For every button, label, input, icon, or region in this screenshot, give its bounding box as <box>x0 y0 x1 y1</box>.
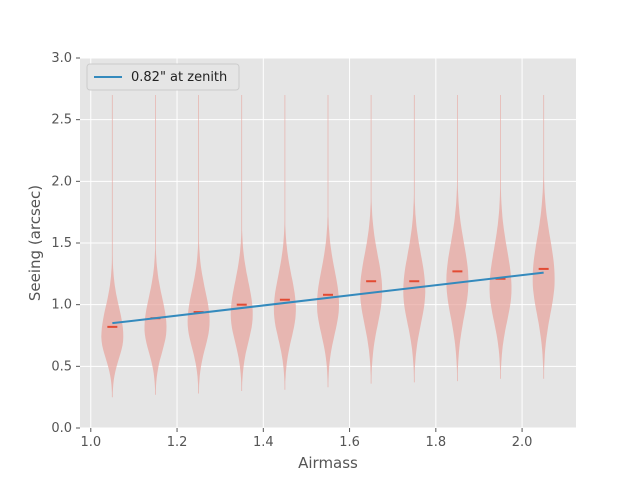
fit-line <box>112 271 544 325</box>
violin-body <box>532 95 555 379</box>
fit-series <box>112 271 544 325</box>
y-tick-label: 1.5 <box>51 236 72 251</box>
x-tick-label: 1.2 <box>167 435 188 450</box>
violin-body <box>403 95 426 383</box>
legend: 0.82" at zenith <box>86 63 240 91</box>
violin-series <box>101 95 555 398</box>
violin-body <box>273 95 296 390</box>
x-tick-label: 1.8 <box>425 435 446 450</box>
x-tick-label: 2.0 <box>512 435 533 450</box>
violin-body <box>187 95 210 394</box>
violin-body <box>489 95 512 379</box>
legend-box <box>86 63 240 91</box>
x-tick-label: 1.0 <box>80 435 101 450</box>
x-axis-ticks: 1.0 1.2 1.4 1.6 1.8 2.0 <box>80 428 532 450</box>
y-tick-label: 3.0 <box>51 51 72 66</box>
y-axis-label: Seeing (arcsec) <box>26 185 44 301</box>
y-tick-label: 0.0 <box>51 421 72 436</box>
y-tick-label: 2.0 <box>51 174 72 189</box>
violin-body <box>144 95 167 395</box>
x-tick-label: 1.6 <box>339 435 360 450</box>
y-tick-label: 2.5 <box>51 113 72 128</box>
y-tick-label: 0.5 <box>51 359 72 374</box>
violin-body <box>360 95 383 384</box>
x-axis-label: Airmass <box>298 454 358 472</box>
legend-fit-line-label: 0.82" at zenith <box>131 70 227 85</box>
violin-body <box>230 95 253 391</box>
y-axis-ticks: 0.0 0.5 1.0 1.5 2.0 2.5 3.0 <box>51 51 80 436</box>
y-tick-label: 1.0 <box>51 298 72 313</box>
x-tick-label: 1.4 <box>253 435 274 450</box>
violin-body <box>317 95 339 388</box>
violin-body <box>446 95 469 382</box>
